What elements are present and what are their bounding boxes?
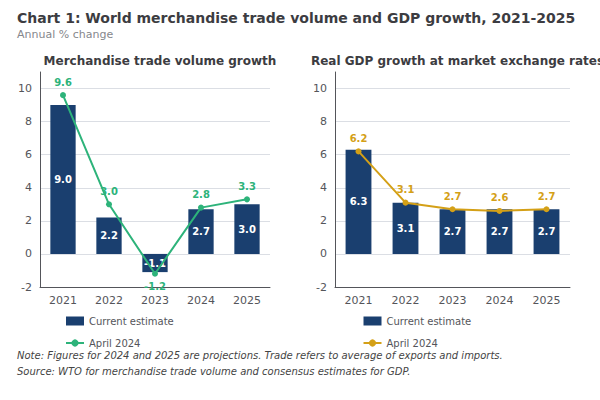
svg-text:April 2024: April 2024 [89,338,140,349]
svg-text:4: 4 [25,181,32,194]
svg-text:6.3: 6.3 [350,196,368,207]
svg-text:3.0: 3.0 [238,224,256,235]
svg-text:9.0: 9.0 [54,174,72,185]
svg-text:2: 2 [25,214,32,227]
svg-text:3.1: 3.1 [397,184,415,195]
svg-text:3.1: 3.1 [397,223,415,234]
svg-text:2.7: 2.7 [538,191,556,202]
svg-text:2021: 2021 [49,294,77,307]
svg-text:2022: 2022 [95,294,123,307]
svg-text:2.7: 2.7 [538,226,556,237]
svg-text:6: 6 [25,148,32,161]
svg-text:0: 0 [25,247,32,260]
svg-text:Chart 1: World merchandise tra: Chart 1: World merchandise trade volume … [17,10,575,26]
svg-text:Annual % change: Annual % change [17,28,113,41]
svg-text:0: 0 [320,247,327,260]
svg-text:Note: Figures for 2024 and 202: Note: Figures for 2024 and 2025 are proj… [17,350,503,361]
svg-text:2024: 2024 [486,294,514,307]
svg-text:April 2024: April 2024 [387,338,438,349]
svg-text:2.7: 2.7 [192,226,210,237]
svg-text:2.2: 2.2 [100,230,118,241]
svg-text:-1.2: -1.2 [144,281,166,292]
svg-text:Merchandise trade volume growt: Merchandise trade volume growth [44,54,277,68]
svg-text:Current estimate: Current estimate [387,316,472,327]
svg-text:2024: 2024 [187,294,215,307]
svg-text:Source: WTO for merchandise tr: Source: WTO for merchandise trade volume… [17,366,410,377]
svg-text:3.3: 3.3 [238,181,256,192]
svg-text:2.6: 2.6 [491,192,509,203]
svg-text:Current estimate: Current estimate [89,316,174,327]
svg-text:3.0: 3.0 [100,186,118,197]
svg-text:2022: 2022 [392,294,420,307]
svg-text:6: 6 [320,148,327,161]
svg-text:2.7: 2.7 [491,226,509,237]
svg-text:6.2: 6.2 [350,133,368,144]
svg-text:2.7: 2.7 [444,191,462,202]
svg-text:9.6: 9.6 [54,77,72,88]
svg-text:10: 10 [313,82,327,95]
svg-text:8: 8 [25,115,32,128]
svg-text:2.8: 2.8 [192,189,210,200]
svg-text:2: 2 [320,214,327,227]
svg-text:4: 4 [320,181,327,194]
svg-text:Real GDP growth at market exch: Real GDP growth at market exchange rates [311,54,600,68]
svg-text:2021: 2021 [345,294,373,307]
svg-text:2.7: 2.7 [444,226,462,237]
svg-text:-1.1: -1.1 [144,257,166,269]
svg-text:2025: 2025 [533,294,561,307]
svg-text:-2: -2 [316,281,327,294]
svg-text:2025: 2025 [233,294,261,307]
svg-text:2023: 2023 [439,294,467,307]
svg-text:2023: 2023 [141,294,169,307]
svg-text:-2: -2 [21,281,32,294]
svg-text:10: 10 [18,82,32,95]
svg-text:8: 8 [320,115,327,128]
